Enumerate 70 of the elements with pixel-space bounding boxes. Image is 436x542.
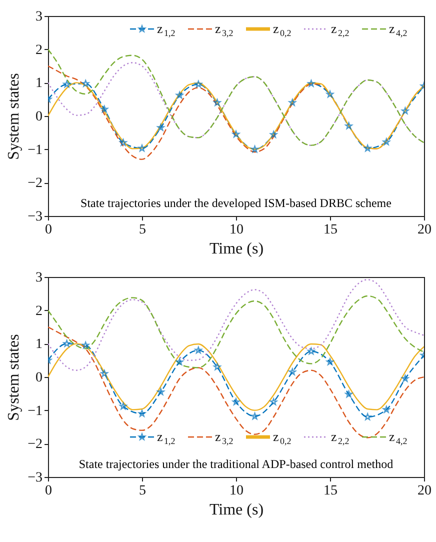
point (194, 80, 202, 88)
point (345, 390, 352, 398)
point (157, 124, 164, 131)
point (63, 340, 70, 347)
point (402, 374, 409, 382)
x-tick-label: 10 (230, 484, 244, 498)
point (326, 90, 334, 98)
point (63, 80, 70, 88)
y-tick-label: −3 (28, 470, 42, 486)
point (382, 138, 390, 146)
point (214, 98, 221, 106)
x-tick-label: 15 (324, 484, 338, 498)
point (251, 146, 258, 152)
y-tick-label: −2 (28, 176, 42, 192)
point (251, 412, 258, 420)
x-tick-label: 15 (324, 222, 338, 238)
y-tick-label: −1 (28, 142, 42, 158)
point (345, 122, 352, 130)
y-tick-label: 2 (36, 42, 42, 58)
point (82, 342, 90, 348)
point (138, 144, 146, 152)
point (364, 144, 372, 152)
point (270, 130, 278, 138)
point (232, 130, 240, 138)
x-tick-label: 10 (230, 222, 244, 238)
point (138, 410, 146, 417)
point (364, 413, 372, 420)
y-tick-label: −2 (28, 437, 42, 452)
x-tick-label: 5 (139, 484, 146, 498)
y-axis-title: System states (6, 73, 23, 160)
annotation: State trajectories under the developed ISM-based DRBC scheme (80, 196, 392, 210)
point (176, 92, 184, 98)
point (100, 370, 108, 377)
point (326, 358, 334, 366)
y-tick-label: 1 (36, 337, 42, 352)
point (120, 402, 127, 410)
x-tick-label: 20 (418, 484, 432, 498)
x-tick-label: 0 (45, 484, 52, 498)
y-tick-label: −1 (28, 404, 42, 419)
y-tick-label: 0 (36, 110, 42, 124)
x-axis-title: Time (s) (209, 240, 264, 258)
point (288, 368, 296, 376)
point (82, 80, 90, 87)
point (382, 406, 390, 413)
y-tick-label: 3 (36, 10, 42, 24)
point (120, 138, 127, 146)
point (288, 98, 296, 106)
y-tick-label: 3 (36, 270, 42, 286)
point (232, 398, 240, 406)
point (214, 363, 221, 370)
x-tick-label: 0 (45, 222, 52, 238)
point (402, 107, 409, 114)
y-tick-label: 2 (36, 304, 42, 319)
line-series (48, 279, 424, 371)
y-axis-title: System states (6, 334, 23, 421)
point (308, 348, 315, 354)
y-tick-label: 0 (36, 370, 42, 386)
point (100, 106, 108, 112)
y-tick-label: −3 (28, 210, 42, 224)
x-tick-label: 20 (418, 222, 432, 238)
point (194, 346, 202, 354)
annotation: State trajectories under the traditional ADP-based control method (78, 457, 394, 471)
point (157, 388, 164, 396)
point (270, 398, 278, 406)
point (176, 358, 184, 366)
line-series (48, 295, 424, 368)
point (308, 80, 315, 87)
x-axis-title: Time (s) (209, 502, 264, 518)
y-tick-label: 1 (36, 76, 42, 92)
x-tick-label: 5 (139, 222, 146, 238)
